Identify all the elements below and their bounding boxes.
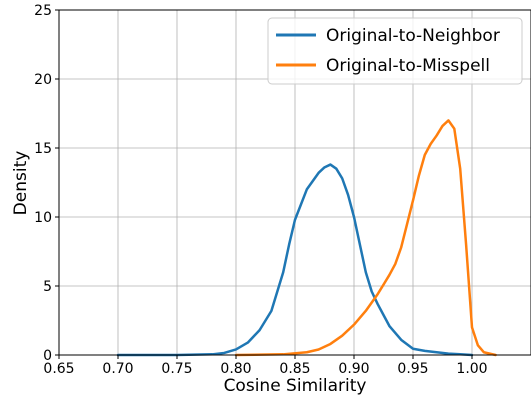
y-axis-ticks: 0 5 10 15 20 25 <box>34 3 59 364</box>
x-tick-label: 0.75 <box>161 361 192 377</box>
y-tick-label: 5 <box>43 279 52 295</box>
series-line-misspell <box>234 119 497 357</box>
y-axis-label: Density <box>11 151 31 216</box>
x-axis-ticks: 0.65 0.70 0.75 0.80 0.85 0.90 0.95 1.00 <box>43 355 488 377</box>
y-tick-label: 20 <box>34 72 52 88</box>
series-lines <box>116 119 497 357</box>
x-tick-label: 1.00 <box>456 361 487 377</box>
y-tick-label: 0 <box>43 348 52 364</box>
x-tick-label: 0.70 <box>102 361 133 377</box>
x-tick-label: 0.80 <box>220 361 251 377</box>
x-tick-label: 0.65 <box>43 361 74 377</box>
legend-label-misspell: Original-to-Misspell <box>326 56 490 76</box>
series-line-neighbor <box>116 163 474 357</box>
legend-label-neighbor: Original-to-Neighbor <box>326 26 500 46</box>
y-tick-label: 25 <box>34 3 52 19</box>
x-tick-label: 0.85 <box>279 361 310 377</box>
x-tick-label: 0.95 <box>397 361 428 377</box>
legend-box <box>267 17 523 85</box>
x-tick-label: 0.90 <box>338 361 369 377</box>
x-axis-label: Cosine Similarity <box>224 376 367 396</box>
y-tick-label: 15 <box>34 141 52 157</box>
legend: Original-to-Neighbor Original-to-Misspel… <box>267 17 523 85</box>
y-tick-label: 10 <box>34 210 52 226</box>
